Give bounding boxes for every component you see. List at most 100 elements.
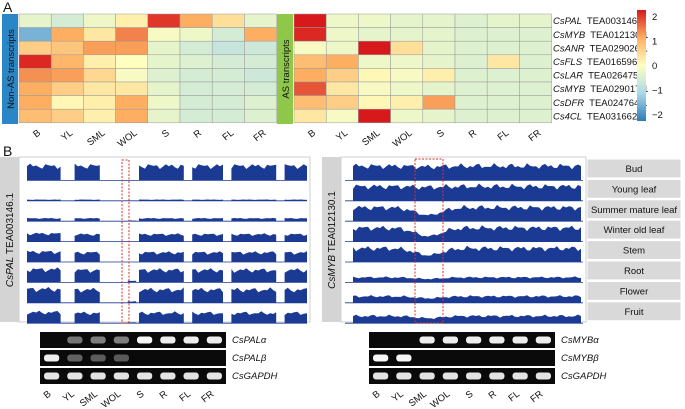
heatmap-column-label: YL <box>334 128 350 144</box>
coverage-area <box>353 245 581 262</box>
gel-lane-label: FR <box>199 389 216 406</box>
heatmap-cell <box>358 95 391 110</box>
gel-band <box>90 372 106 380</box>
heatmap-as-column-labels: B YL SML WOL S R FL FR <box>306 128 543 150</box>
heatmap-cell <box>83 27 116 42</box>
heatmap-cell <box>325 81 359 96</box>
coverage-area <box>27 310 61 324</box>
heatmap-cell <box>115 108 149 124</box>
coverage-area <box>139 164 184 181</box>
heatmap-cell <box>50 40 84 56</box>
heatmap-cell <box>83 54 116 69</box>
heatmap-cell <box>211 81 245 96</box>
heatmap-cell <box>390 81 424 96</box>
heatmap-cell <box>293 40 327 56</box>
gel-band <box>67 372 83 380</box>
coverage-area <box>192 164 223 181</box>
gel-right-label: CsMYBα <box>561 335 599 346</box>
gel-lane-label: WOL <box>428 389 452 409</box>
heatmap-cell <box>293 81 327 96</box>
gel-band <box>535 336 551 344</box>
coverage-area <box>284 287 307 303</box>
coverage-area <box>27 287 61 303</box>
heatmap-cell <box>486 54 520 69</box>
heatmap-cell <box>179 13 213 28</box>
gel-lane-label: S <box>464 389 476 402</box>
gel-band <box>373 372 389 380</box>
gel-band <box>90 336 106 344</box>
heatmap-cell <box>325 54 359 69</box>
heatmap-cell <box>211 40 245 56</box>
heatmap-cell <box>454 13 488 28</box>
tissue-name-label: Stem <box>623 246 645 257</box>
csmyb-gel: B YL SML WOL S R FL FR <box>369 332 555 409</box>
panel-b-label: B <box>3 143 12 159</box>
coverage-area <box>192 218 223 222</box>
heatmap-cell <box>115 95 149 110</box>
heatmap-column-label: WOL <box>391 128 415 150</box>
coverage-area <box>127 220 137 222</box>
gene-label: CsFLS TEA016596.1 <box>553 57 645 68</box>
heatmap-cell <box>50 95 84 110</box>
heatmap-cell <box>50 27 84 42</box>
heatmap-cell <box>325 95 359 110</box>
tissue-name-label: Young leaf <box>612 184 657 195</box>
colorbar-ticks: 2 1 0 −1 −2 <box>652 12 663 121</box>
gel-left-label: CsPALβ <box>232 353 267 364</box>
coverage-area <box>27 163 61 181</box>
heatmap-column-label: FL <box>496 128 512 143</box>
heatmap-cell <box>293 68 327 83</box>
coverage-area <box>353 183 581 201</box>
gel-lane-label: YL <box>61 389 77 405</box>
gel-band <box>90 354 106 362</box>
gene-label: CsDFR TEA024764.1 <box>553 98 647 109</box>
coverage-area <box>284 199 307 201</box>
gel-lane-label: FL <box>177 389 193 404</box>
csmyb-coverage-tracks <box>345 163 583 324</box>
heatmap-column-label: B <box>306 128 318 141</box>
heatmap-cell <box>358 81 391 96</box>
gel-band <box>489 336 505 344</box>
coverage-area <box>284 164 307 181</box>
coverage-area <box>231 251 277 262</box>
gel-lane-label: B <box>371 389 383 402</box>
heatmap-cell <box>486 108 520 124</box>
coverage-area <box>27 250 61 262</box>
heatmap-cell <box>422 40 456 56</box>
gel-band <box>160 336 176 344</box>
heatmap-cell <box>325 68 359 83</box>
gene-label: CsMYB TEA012130.1 <box>553 30 648 41</box>
tissue-name-box <box>586 199 682 220</box>
heatmap-cell <box>519 27 552 42</box>
heatmap-cell <box>454 40 488 56</box>
heatmap-column-label: WOL <box>116 128 140 150</box>
gene-label: CsPAL TEA003146.1 <box>553 16 645 27</box>
heatmap-cell <box>18 95 52 110</box>
tissue-name-label: Flower <box>620 286 649 297</box>
coverage-area <box>353 314 581 324</box>
heatmap-non-as-column-labels: B YL SML WOL S R FL FR <box>31 128 268 150</box>
gel-band <box>113 354 129 362</box>
gel-left-label: CsPALα <box>232 335 267 346</box>
coverage-area <box>127 301 137 303</box>
tissue-name-box <box>586 219 682 240</box>
heatmap-cell <box>115 40 149 56</box>
coverage-area <box>192 233 223 242</box>
heatmap-cell <box>454 108 488 124</box>
heatmap-cell <box>18 54 52 69</box>
gel-band <box>44 354 60 362</box>
colorbar-tick-label: −2 <box>652 110 663 121</box>
gel-band <box>183 336 199 344</box>
heatmap-cell <box>325 40 359 56</box>
heatmap-cell <box>486 81 520 96</box>
heatmap-cell <box>422 54 456 69</box>
heatmap-column-label: S <box>160 128 172 141</box>
gel-row <box>40 368 226 384</box>
heatmap-cell <box>454 81 488 96</box>
gel-band <box>67 354 83 362</box>
heatmap-cell <box>179 81 213 96</box>
gel-lane-label: FL <box>506 389 522 404</box>
heatmap-cell <box>422 27 456 42</box>
heatmap-cell <box>390 13 424 28</box>
